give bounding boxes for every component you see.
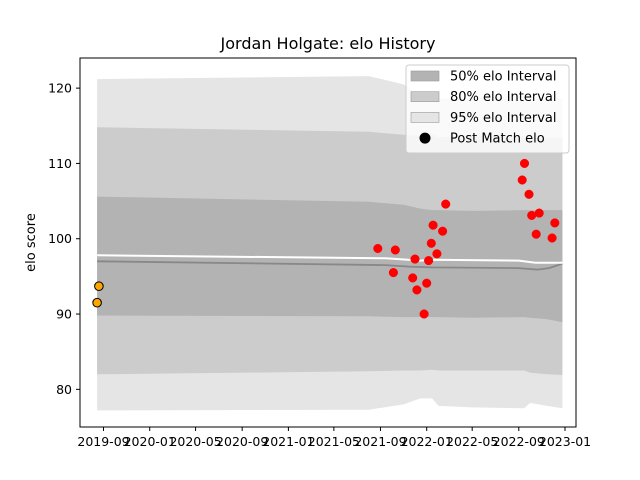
x-tick-label: 2020-01 xyxy=(124,434,176,449)
elo-point xyxy=(432,249,442,259)
x-tick-label: 2022-01 xyxy=(401,434,453,449)
chart-title: Jordan Holgate: elo History xyxy=(220,34,436,53)
elo-point xyxy=(422,278,432,288)
y-tick-label: 110 xyxy=(48,156,72,171)
legend-label: 50% elo Interval xyxy=(450,70,557,85)
elo-point xyxy=(524,189,534,199)
median-elo-line xyxy=(97,260,563,271)
y-axis: 80 90 100 110 120 xyxy=(48,81,80,397)
legend: 50% elo Interval 80% elo Interval 95% elo … xyxy=(405,64,570,154)
legend-swatch xyxy=(410,112,440,123)
x-tick-label: 2021-05 xyxy=(308,434,360,449)
band-50-interval xyxy=(97,196,563,323)
elo-point xyxy=(419,309,429,319)
legend-swatch xyxy=(410,70,440,82)
x-tick-label: 2020-05 xyxy=(169,434,221,449)
y-tick-label: 90 xyxy=(56,307,72,322)
x-tick-label: 2021-09 xyxy=(354,434,406,449)
elo-point xyxy=(390,245,400,255)
elo-point xyxy=(438,226,448,236)
plot-frame xyxy=(79,57,577,428)
elo-point xyxy=(441,199,451,209)
elo-point xyxy=(550,218,560,228)
legend-box xyxy=(405,64,570,154)
elo-point xyxy=(373,243,383,254)
elo-point xyxy=(428,220,438,230)
elo-point xyxy=(410,254,420,264)
elo-point xyxy=(517,175,527,185)
legend-label: 95% elo Interval xyxy=(450,111,557,126)
x-axis: 2019-092020-012020-052020-092021-012021-… xyxy=(77,427,591,449)
elo-point xyxy=(424,256,434,266)
elo-point xyxy=(412,285,422,295)
x-tick-label: 2021-01 xyxy=(262,434,314,449)
elo-point xyxy=(426,238,436,248)
x-tick-label: 2023-01 xyxy=(539,434,591,449)
elo-point xyxy=(408,273,418,283)
legend-marker xyxy=(419,132,431,144)
y-axis-label: elo score xyxy=(24,213,39,272)
x-tick-label: 2022-05 xyxy=(446,434,498,449)
y-tick-label: 120 xyxy=(48,81,72,96)
legend-label: 80% elo Interval xyxy=(450,90,557,105)
post-match-elo-point xyxy=(94,281,104,292)
post-match-elo-point xyxy=(92,297,102,308)
elo-point xyxy=(534,208,544,218)
plot-area xyxy=(92,76,563,411)
legend-label: Post Match elo xyxy=(450,132,545,147)
x-tick-label: 2019-09 xyxy=(77,434,129,449)
elo-point xyxy=(547,233,557,243)
y-tick-label: 80 xyxy=(56,382,72,397)
elo-point xyxy=(531,229,541,239)
y-tick-label: 100 xyxy=(48,231,72,246)
elo-point xyxy=(388,268,398,278)
legend-swatch xyxy=(410,91,440,102)
x-tick-label: 2022-09 xyxy=(493,434,545,449)
x-tick-label: 2020-09 xyxy=(216,434,268,449)
elo-point xyxy=(519,158,530,168)
